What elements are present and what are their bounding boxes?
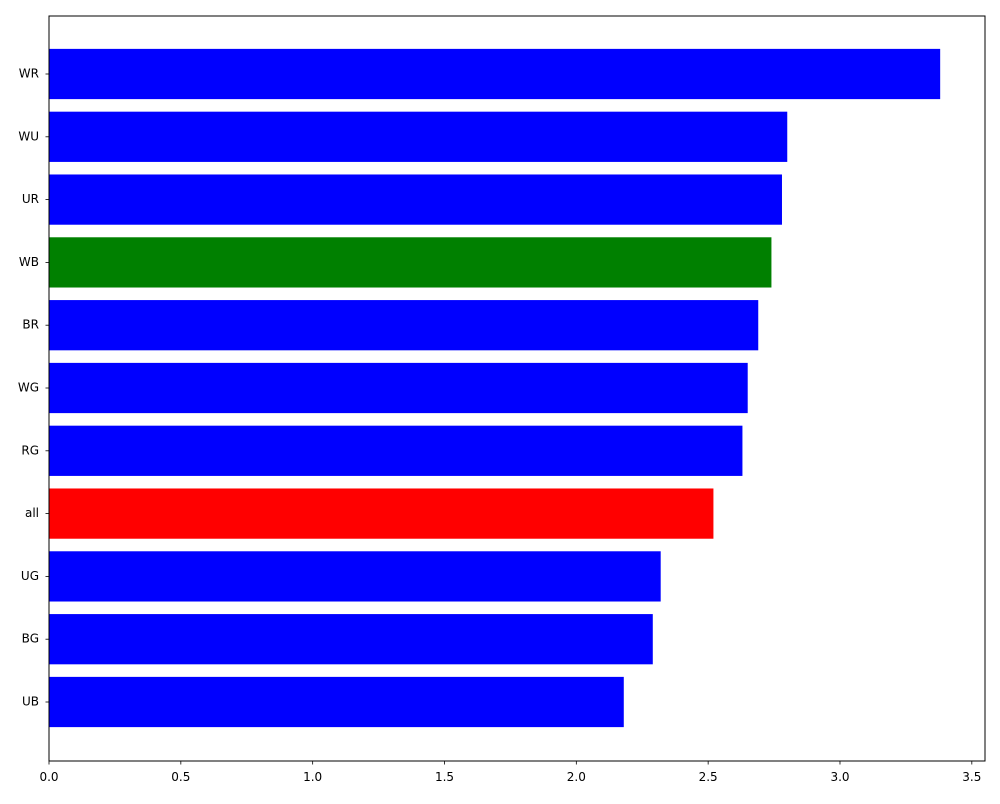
bar-ug	[49, 551, 661, 602]
y-tick-label-wr: WR	[19, 67, 39, 81]
y-tick-label-wu: WU	[18, 129, 39, 143]
y-tick-label-ur: UR	[22, 192, 39, 206]
y-tick-label-rg: RG	[21, 443, 39, 457]
bars-group	[49, 48, 941, 728]
bar-br	[49, 300, 759, 351]
y-tick-label-all: all	[25, 506, 39, 520]
bar-rg	[49, 425, 743, 476]
plot-frame	[48, 15, 986, 762]
y-tick-label-ub: UB	[22, 695, 39, 709]
bar-wr	[49, 48, 941, 100]
x-tick-label-7: 3.5	[962, 770, 981, 784]
x-axis: 0.0 0.5 1.0 1.5 2.0 2.5 3.0 3.5	[39, 761, 981, 784]
x-tick-label-6: 3.0	[830, 770, 849, 784]
bar-bg	[49, 614, 653, 665]
bar-wu	[49, 111, 788, 162]
x-tick-label-5: 2.5	[699, 770, 718, 784]
bar-wg	[49, 362, 748, 414]
bar-wb	[49, 237, 772, 288]
y-tick-label-wg: WG	[18, 381, 39, 395]
bar-ub	[49, 676, 624, 728]
x-tick-label-4: 2.0	[567, 770, 586, 784]
y-axis: UB BG UG all RG WG BR WB UR WU WR	[18, 67, 49, 709]
x-tick-label-0: 0.0	[39, 770, 58, 784]
x-tick-label-2: 1.0	[303, 770, 322, 784]
bar-ur	[49, 174, 782, 225]
y-tick-label-ug: UG	[21, 569, 39, 583]
bar-all	[49, 488, 714, 539]
y-tick-label-bg: BG	[22, 632, 39, 646]
x-tick-label-3: 1.5	[435, 770, 454, 784]
y-tick-label-wb: WB	[19, 255, 39, 269]
x-tick-label-1: 0.5	[171, 770, 190, 784]
y-tick-label-br: BR	[22, 318, 39, 332]
